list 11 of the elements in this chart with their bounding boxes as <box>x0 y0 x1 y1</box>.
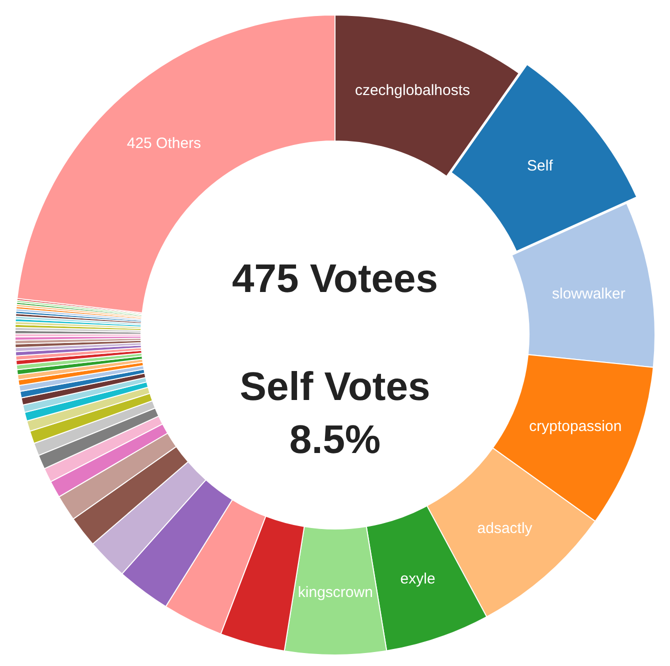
slice-label: adsactly <box>477 520 533 537</box>
slice-label: czechglobalhosts <box>354 82 470 99</box>
slice-label: slowwalker <box>552 286 626 303</box>
slice-label: exyle <box>400 570 436 588</box>
slice-label: Self <box>527 157 554 174</box>
text: 8.5% <box>289 418 381 462</box>
slice-label: cryptopassion <box>529 418 622 435</box>
slice-label: 425 Others <box>126 135 202 152</box>
text: 475 Votees <box>232 257 438 301</box>
slice-label: kingscrown <box>298 584 373 601</box>
text: Self Votes <box>240 365 430 409</box>
